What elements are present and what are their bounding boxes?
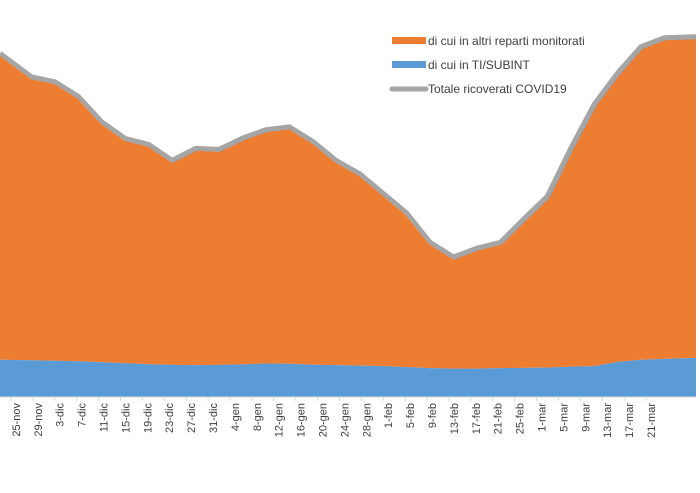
legend-label-altri: di cui in altri reparti monitorati xyxy=(428,34,585,48)
line-totale-ricoverati xyxy=(0,34,697,260)
x-tick-label: 4-gen xyxy=(230,403,242,431)
x-tick-label: 9-mar xyxy=(580,403,592,432)
x-axis: 25-nov 29-nov 3-dic 7-dic 11-dic 15-dic 19-dic… xyxy=(0,396,696,438)
x-tick-label: 24-gen xyxy=(339,403,351,437)
x-tick-label: 25-feb xyxy=(515,403,527,434)
x-tick-label: 1-feb xyxy=(383,403,395,428)
legend-item-ti: di cui in TI/SUBINT xyxy=(392,58,530,72)
x-tick-label: 25-nov xyxy=(11,403,23,437)
legend: di cui in altri reparti monitorati di cu… xyxy=(389,34,585,96)
x-tick-label: 28-gen xyxy=(361,403,373,437)
area-altri-reparti xyxy=(0,36,696,369)
x-tick-label: 3-dic xyxy=(55,403,67,427)
x-tick-label: 31-dic xyxy=(208,403,220,433)
x-tick-label: 17-mar xyxy=(624,403,636,438)
legend-swatch-altri xyxy=(392,37,426,44)
legend-label-totale: Totale ricoverati COVID19 xyxy=(428,82,567,96)
plot-area xyxy=(0,34,697,397)
x-tick-label: 1-mar xyxy=(537,403,549,432)
x-tick-label: 7-dic xyxy=(77,403,89,427)
legend-item-totale: Totale ricoverati COVID19 xyxy=(389,82,567,96)
legend-swatch-ti xyxy=(392,61,426,68)
x-tick-label: 16-gen xyxy=(296,403,308,437)
x-tick-label: 19-dic xyxy=(142,403,154,433)
legend-item-altri: di cui in altri reparti monitorati xyxy=(392,34,585,48)
x-tick-label: 17-feb xyxy=(471,403,483,434)
x-tick-label: 11-dic xyxy=(99,403,111,433)
x-tick-label: 13-mar xyxy=(602,403,614,438)
area-ti-subint xyxy=(0,357,696,397)
x-tick-label: 23-dic xyxy=(164,403,176,433)
x-tick-label: 13-feb xyxy=(449,403,461,434)
x-tick-label: 21-mar xyxy=(646,403,658,438)
x-tick-label: 29-nov xyxy=(33,403,45,437)
x-tick-label: 5-feb xyxy=(405,403,417,428)
x-tick-label: 9-feb xyxy=(427,403,439,428)
x-tick-label: 8-gen xyxy=(252,403,264,431)
x-tick-label: 5-mar xyxy=(558,403,570,432)
x-tick-label: 21-feb xyxy=(493,403,505,434)
legend-label-ti: di cui in TI/SUBINT xyxy=(428,58,530,72)
x-tick-label: 20-gen xyxy=(318,403,330,437)
x-tick-label: 27-dic xyxy=(186,403,198,433)
x-tick-label: 15-dic xyxy=(120,403,132,433)
x-tick-label: 12-gen xyxy=(274,403,286,437)
